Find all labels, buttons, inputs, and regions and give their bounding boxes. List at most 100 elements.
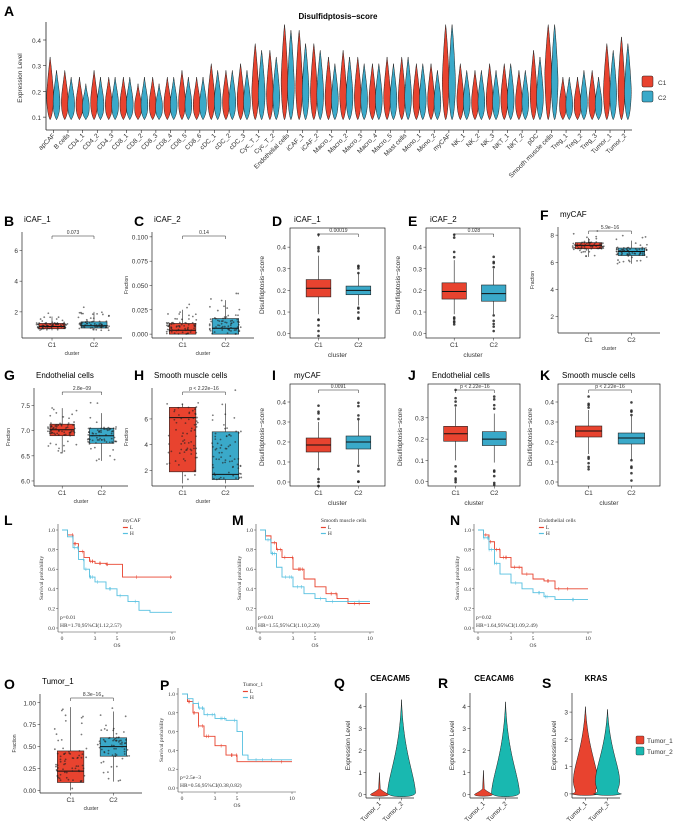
- violin-C2-0: [52, 70, 61, 121]
- km-curve-H: [260, 529, 370, 602]
- point-C1: [170, 323, 173, 326]
- point-C1: [37, 323, 40, 326]
- point-C2: [238, 330, 241, 332]
- legend-key-Tumor_1: [635, 735, 645, 745]
- x-tick-label: C2: [490, 490, 499, 497]
- point-C2: [87, 431, 90, 433]
- point-C2: [113, 747, 116, 750]
- point-C2: [618, 261, 621, 264]
- point-C1: [600, 247, 603, 250]
- y-tick-label: 0.1: [415, 458, 424, 465]
- point-C1: [73, 431, 76, 434]
- point-C2: [634, 242, 637, 245]
- point-C2: [107, 326, 109, 329]
- legend-label: L: [328, 525, 332, 531]
- point-C2: [224, 461, 227, 464]
- point-C2: [98, 431, 101, 433]
- violin-C2-3: [96, 77, 105, 121]
- violin-C1-20: [339, 50, 347, 121]
- km-curve-H: [62, 529, 172, 613]
- point-C2: [114, 737, 117, 740]
- y-tick-label: 0.2: [545, 440, 554, 447]
- point-C1: [317, 412, 320, 415]
- point-C1: [50, 326, 53, 328]
- point-C2: [237, 467, 240, 470]
- point-C2: [236, 463, 239, 466]
- legend-label: H: [130, 531, 134, 537]
- y-tick-label: 0: [462, 792, 466, 799]
- y-tick-label: 0.2: [277, 440, 286, 447]
- point-C1: [317, 245, 320, 249]
- point-C1: [49, 428, 51, 431]
- point-C2: [225, 321, 228, 324]
- point-C1: [577, 247, 580, 249]
- y-tick-label: 0.8: [464, 548, 471, 554]
- point-C2: [107, 329, 110, 332]
- point-C1: [67, 750, 70, 753]
- point-C1: [57, 739, 60, 742]
- point-C2: [357, 470, 360, 473]
- p-value: 0.00019: [329, 228, 347, 234]
- point-C1: [57, 316, 60, 319]
- point-C2: [221, 461, 224, 464]
- point-C2: [357, 401, 360, 405]
- point-C2: [231, 319, 234, 322]
- point-C1: [174, 460, 177, 462]
- point-C1: [167, 313, 169, 315]
- point-C1: [602, 247, 605, 250]
- y-tick-label: 0.8: [48, 548, 55, 554]
- point-C1: [62, 415, 65, 418]
- point-C1: [47, 430, 49, 433]
- point-C2: [102, 427, 105, 430]
- point-C1: [193, 447, 195, 450]
- point-C1: [181, 403, 184, 406]
- violin-C1-4: [105, 77, 113, 121]
- point-C2: [220, 320, 223, 323]
- violin-C2-24: [404, 56, 412, 121]
- point-C2: [215, 326, 217, 328]
- point-C1: [602, 245, 605, 248]
- y-tick-label: 0.4: [277, 245, 286, 252]
- violin-C1-32: [515, 70, 523, 121]
- y-tick-label: 6: [14, 248, 18, 255]
- point-C1: [177, 332, 180, 335]
- point-C2: [357, 317, 360, 321]
- violin-Tumor_1: [474, 770, 493, 797]
- point-C2: [239, 464, 242, 467]
- point-C2: [629, 248, 631, 250]
- y-tick-label: 0.000: [132, 332, 149, 339]
- point-C2: [111, 430, 113, 433]
- y-tick-label: 0.4: [48, 587, 55, 593]
- y-tick-label: 3: [564, 710, 568, 717]
- x-tick-label: 10: [289, 796, 295, 802]
- y-tick-label: 0.2: [464, 606, 471, 612]
- point-C1: [191, 409, 194, 412]
- point-C2: [492, 261, 495, 265]
- point-C2: [120, 743, 123, 745]
- point-C1: [317, 404, 320, 407]
- point-C2: [227, 471, 230, 474]
- violin-C1-13: [236, 63, 245, 121]
- x-axis-label: cluster: [196, 499, 211, 505]
- y-tick-label: 1.0: [168, 692, 175, 698]
- point-C1: [194, 413, 197, 415]
- point-C2: [492, 407, 496, 410]
- violin-C2-25: [419, 63, 427, 121]
- legend-title: Tumor_1: [243, 682, 264, 688]
- violin-C2-15: [272, 56, 280, 121]
- point-C2: [239, 326, 242, 329]
- point-C1: [47, 324, 49, 327]
- point-C1: [170, 326, 172, 328]
- point-C2: [115, 426, 117, 428]
- panel-title: iCAF_2: [154, 215, 181, 224]
- point-C1: [588, 244, 591, 246]
- point-C1: [191, 321, 194, 324]
- point-C1: [69, 753, 72, 755]
- point-C1: [67, 423, 69, 426]
- box-C1: [169, 323, 197, 335]
- point-C1: [195, 331, 198, 334]
- y-tick-label: 0.075: [132, 259, 149, 266]
- point-C1: [581, 241, 584, 244]
- y-tick-label: 1.00: [23, 700, 36, 707]
- y-tick-label: 4: [462, 704, 466, 711]
